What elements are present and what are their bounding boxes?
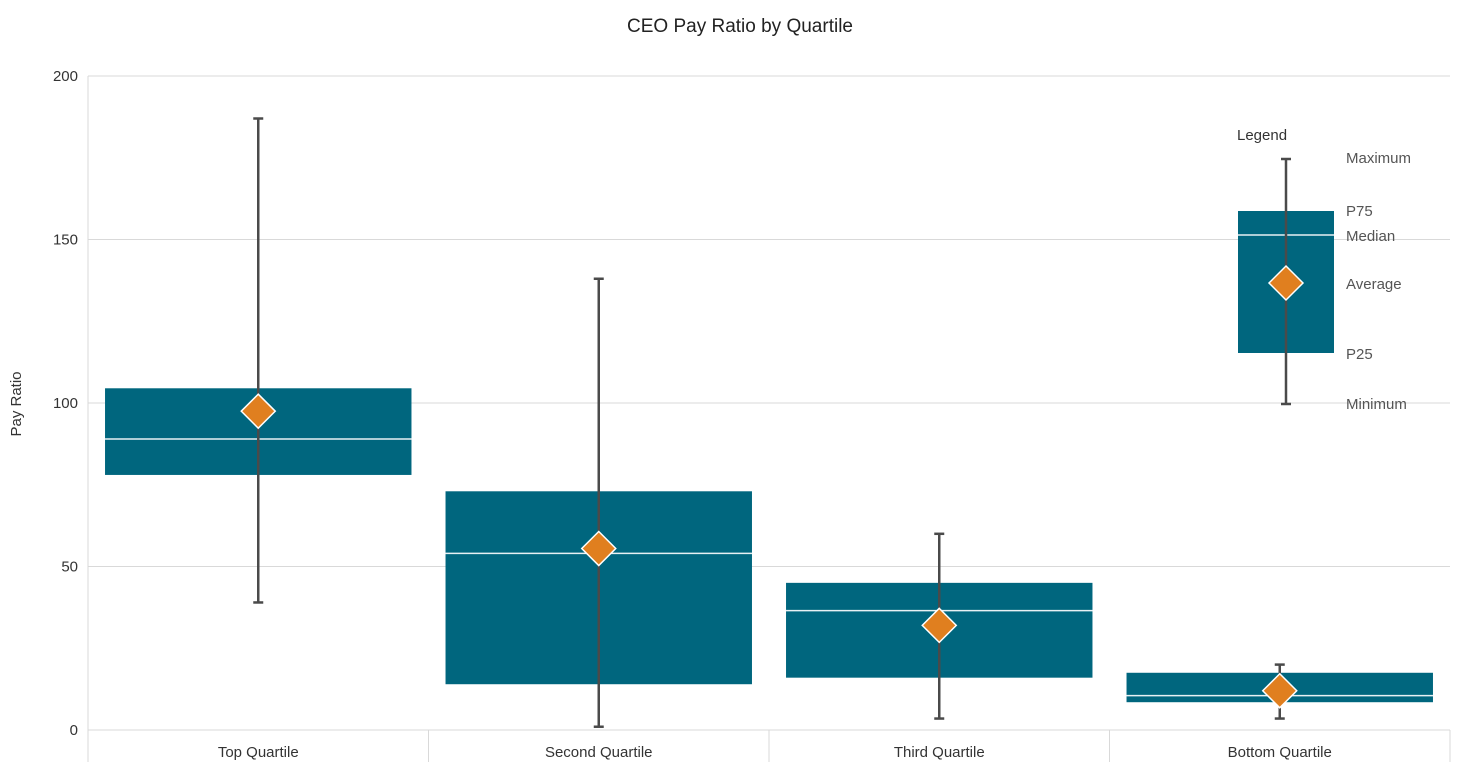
x-axis: Top Quartile Second Quartile Third Quartil… — [87, 76, 1451, 762]
legend-label-minimum: Minimum — [1346, 396, 1407, 413]
legend-label-p75: P75 — [1346, 203, 1373, 220]
legend-label-average: Average — [1346, 276, 1402, 293]
x-tick-label: Second Quartile — [545, 744, 653, 761]
chart-title: CEO Pay Ratio by Quartile — [627, 16, 853, 37]
legend-label-maximum: Maximum — [1346, 150, 1411, 167]
y-tick-label: 100 — [53, 395, 78, 412]
box-series — [105, 117, 1433, 728]
legend-label-median: Median — [1346, 228, 1395, 245]
legend-label-p25: P25 — [1346, 346, 1373, 363]
legend-average-marker — [1267, 264, 1305, 302]
y-tick-label: 200 — [53, 68, 78, 85]
y-tick-label: 0 — [70, 722, 78, 739]
y-axis-label: Pay Ratio — [8, 371, 25, 436]
legend-box-group — [1238, 157, 1334, 406]
x-tick-label: Third Quartile — [894, 744, 985, 761]
box-group — [786, 532, 1093, 720]
x-tick-label: Top Quartile — [218, 744, 299, 761]
box-group — [1126, 663, 1433, 720]
average-marker — [921, 607, 958, 644]
y-axis-ticks: 0 50 100 150 200 — [53, 68, 78, 739]
box-group — [445, 277, 752, 728]
average-marker — [1261, 672, 1298, 709]
y-tick-label: 150 — [53, 232, 78, 249]
box-group — [105, 117, 412, 604]
average-marker — [240, 393, 277, 430]
legend-title: Legend — [1237, 127, 1287, 144]
legend: Legend Maximum P75 Median Average P25 Minimum — [1237, 127, 1411, 413]
y-tick-label: 50 — [61, 559, 78, 576]
x-tick-label: Bottom Quartile — [1228, 744, 1332, 761]
average-marker — [580, 530, 617, 567]
